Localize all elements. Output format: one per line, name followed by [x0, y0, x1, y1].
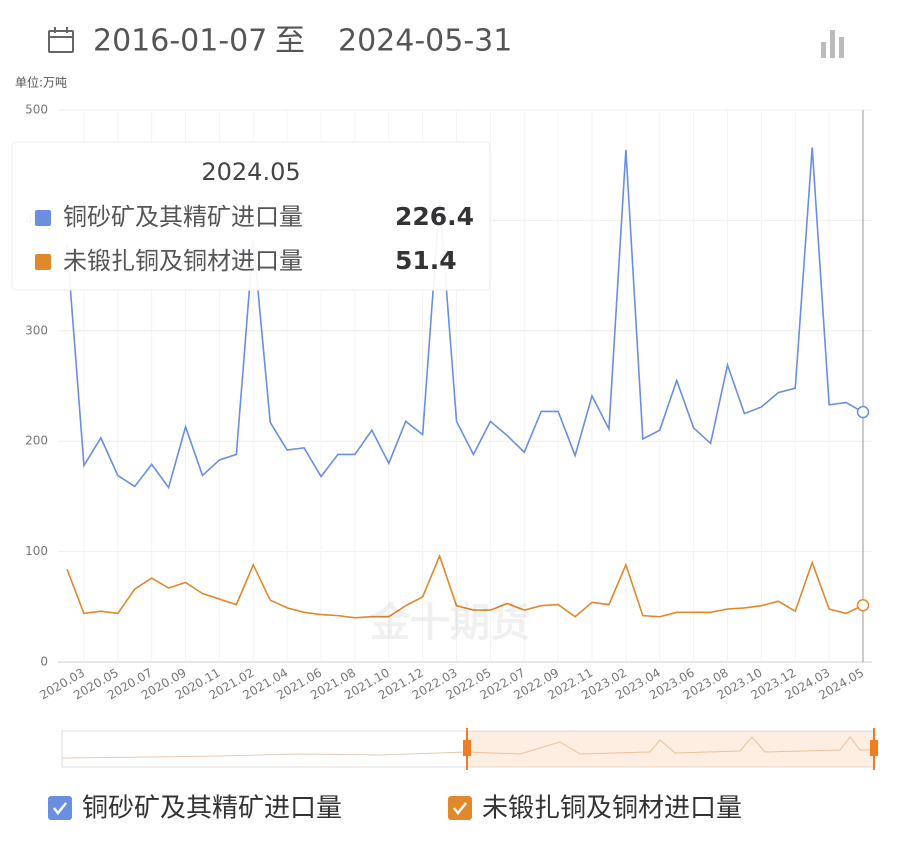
y-tick-label: 500	[25, 103, 48, 117]
date-start: 2016-01-07	[93, 24, 267, 59]
legend-check	[453, 802, 467, 816]
highlight-point	[856, 599, 870, 612]
watermark: 金十期货	[369, 600, 530, 646]
legend-checkbox[interactable]	[48, 796, 72, 820]
series-line	[66, 553, 864, 619]
tooltip-name: 铜砂矿及其精矿进口量	[63, 203, 303, 231]
tooltip-title: 2024.05	[201, 158, 300, 186]
calendar-icon	[48, 27, 74, 53]
tooltip-swatch	[35, 254, 51, 270]
tooltip	[11, 141, 491, 291]
data-zoom[interactable]	[61, 728, 878, 770]
date-separator: 至	[275, 24, 305, 59]
y-tick-label: 0	[40, 655, 48, 669]
legend-checkbox[interactable]	[448, 796, 472, 820]
tooltip-swatch	[35, 210, 51, 226]
y-tick-label: 200	[25, 434, 48, 448]
chart-type-icon[interactable]	[821, 30, 844, 58]
date-end: 2024-05-31	[338, 24, 512, 59]
legend-label[interactable]: 铜砂矿及其精矿进口量	[82, 794, 342, 824]
tooltip-value: 226.4	[395, 202, 474, 231]
y-axis-label: 单位:万吨	[15, 75, 67, 90]
series-line	[66, 147, 864, 490]
y-tick-label: 300	[25, 323, 48, 337]
y-tick-label: 100	[25, 544, 48, 558]
legend-label[interactable]: 未锻扎铜及铜材进口量	[482, 794, 742, 824]
tooltip-value: 51.4	[395, 246, 457, 275]
tooltip-name: 未锻扎铜及铜材进口量	[63, 247, 303, 275]
highlight-point	[856, 405, 870, 419]
legend-check	[53, 802, 67, 816]
